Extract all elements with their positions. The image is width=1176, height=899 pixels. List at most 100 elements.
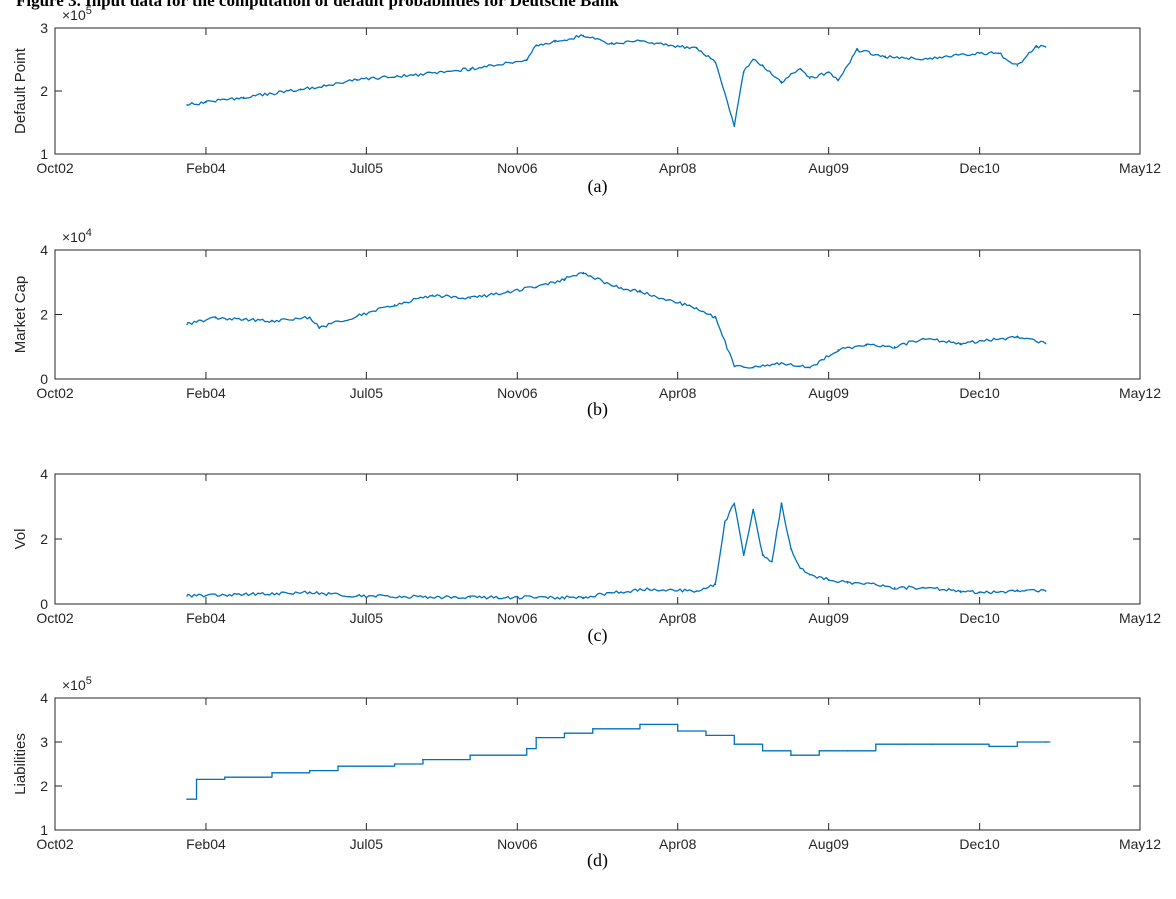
data-point: [780, 502, 783, 505]
data-point: [705, 734, 707, 737]
y-tick-label: 2: [40, 83, 48, 99]
x-tick-label: Aug09: [808, 160, 849, 176]
x-tick-label: Dec10: [959, 385, 1000, 401]
data-point: [271, 320, 273, 322]
x-tick-label: Nov06: [497, 385, 538, 401]
x-tick-label: Feb04: [186, 160, 226, 176]
data-point: [1016, 590, 1019, 592]
axes-frame: [54, 697, 1141, 831]
x-tick-label: Feb04: [186, 836, 226, 852]
data-point: [469, 596, 471, 599]
data-point: [563, 278, 566, 280]
x-tick-label: Dec10: [959, 836, 1000, 852]
data-point: [648, 588, 651, 591]
data-point: [742, 71, 745, 73]
data-point: [865, 344, 868, 346]
chart-panel-d: Oct02 Feb04 Jul05 Nov06 Apr08 Aug09 Dec10 May12…: [12, 675, 1161, 871]
data-point: [271, 772, 273, 774]
data-point: [922, 586, 924, 589]
data-point: [308, 769, 311, 772]
x-tick-label: Oct02: [36, 385, 74, 401]
data-point: [884, 55, 887, 58]
data-point: [695, 47, 698, 49]
data-point: [1016, 65, 1019, 67]
data-point: [186, 323, 188, 325]
y-tick-label: 1: [40, 146, 48, 162]
data-point: [733, 124, 736, 127]
y-tick-label: 2: [40, 307, 48, 323]
data-point: [195, 778, 198, 781]
data-point: [893, 586, 896, 589]
data-point: [242, 318, 245, 321]
data-point: [186, 104, 188, 106]
data-point: [393, 763, 396, 765]
data-point: [780, 80, 783, 83]
x-tick-label: Aug09: [808, 385, 849, 401]
chart-panel-b: Oct02 Feb04 Jul05 Nov06 Apr08 Aug09 Dec10 May12…: [12, 227, 1161, 420]
data-point: [535, 44, 537, 47]
series-line: [186, 502, 1046, 600]
data-point: [582, 271, 585, 274]
data-point: [356, 315, 358, 317]
data-point: [667, 299, 670, 301]
data-point: [922, 337, 924, 340]
data-point: [242, 593, 245, 596]
data-point: [469, 68, 471, 70]
y-axis-label: Market Cap: [12, 276, 29, 354]
data-point: [752, 508, 754, 511]
data-point: [1044, 342, 1047, 345]
x-tick-label: Apr08: [659, 836, 697, 852]
data-point: [1016, 336, 1019, 338]
panel-caption: (a): [588, 176, 608, 197]
data-point: [308, 591, 311, 594]
data-point: [931, 743, 934, 745]
data-point: [525, 747, 528, 750]
data-point: [591, 728, 594, 730]
data-point: [582, 34, 585, 37]
data-point: [761, 65, 764, 67]
data-point: [714, 583, 717, 586]
data-point: [837, 349, 839, 351]
data-point: [1044, 46, 1047, 48]
data-point: [554, 41, 556, 43]
data-point: [733, 743, 736, 745]
data-point: [922, 58, 924, 61]
axes-frame: [54, 473, 1141, 605]
series-line: [187, 272, 1047, 369]
exponent-label: ×104: [62, 227, 92, 245]
data-point: [988, 591, 990, 594]
data-point: [337, 765, 339, 767]
y-tick-label: 0: [40, 596, 48, 612]
data-point: [535, 596, 537, 599]
panel-caption: (b): [587, 399, 608, 420]
data-point: [893, 345, 896, 348]
data-point: [535, 736, 537, 739]
data-point: [469, 754, 471, 756]
data-point: [205, 101, 207, 104]
x-tick-label: Jul05: [350, 385, 384, 401]
data-point: [507, 291, 509, 293]
data-point: [959, 342, 962, 345]
x-tick-label: Jul05: [350, 836, 384, 852]
y-tick-label: 4: [40, 242, 48, 258]
clipped-figure-title: Figure 3. Input data for the computation…: [0, 0, 1176, 12]
data-point: [563, 732, 566, 734]
figure-title-fragment: Figure 3. Input data for the computation…: [16, 0, 619, 10]
data-point: [875, 583, 877, 586]
data-point: [610, 42, 613, 45]
data-point: [186, 595, 188, 597]
data-point: [959, 590, 962, 592]
data-point: [818, 750, 821, 752]
exponent-label: ×105: [62, 5, 92, 23]
data-point: [733, 365, 736, 367]
x-tick-label: Nov06: [497, 610, 538, 626]
data-point: [667, 44, 670, 47]
chart-panel-a: Oct02 Feb04 Jul05 Nov06 Apr08 Aug09 Dec10 May12…: [12, 5, 1161, 197]
data-point: [752, 58, 754, 61]
data-point: [978, 591, 981, 594]
data-point: [356, 78, 358, 81]
data-point: [714, 316, 717, 319]
series-line: [186, 34, 1046, 128]
x-tick-label: Apr08: [659, 610, 697, 626]
data-point: [639, 723, 641, 726]
